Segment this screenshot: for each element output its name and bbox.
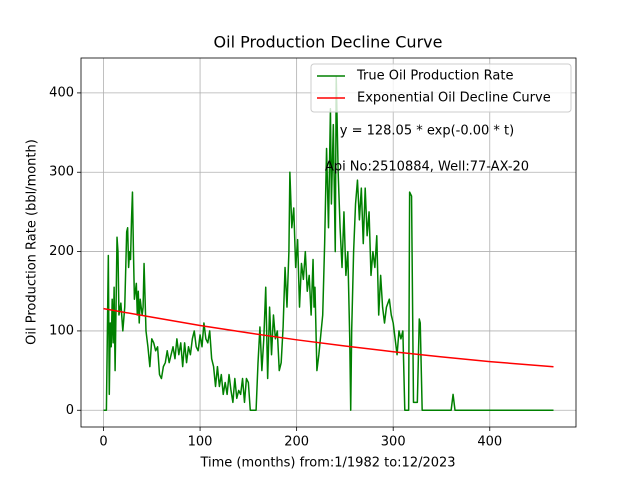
x-tick-label: 100 xyxy=(188,435,213,450)
data-line xyxy=(103,307,554,368)
y-tick-label: 0 xyxy=(66,403,74,418)
y-tick-label: 200 xyxy=(49,244,74,259)
legend-label: Exponential Oil Decline Curve xyxy=(357,91,551,106)
x-tick-label: 400 xyxy=(477,435,502,450)
y-tick-label: 300 xyxy=(49,165,74,180)
chart-title: Oil Production Decline Curve xyxy=(214,33,443,52)
y-tick-label: 100 xyxy=(49,323,74,338)
x-tick-label: 300 xyxy=(381,435,406,450)
x-tick-label: 200 xyxy=(284,435,309,450)
x-axis-label: Time (months) from:1/1982 to:12/2023 xyxy=(199,456,455,471)
annotation: y = 128.05 * exp(-0.00 * t) xyxy=(340,124,514,139)
annotation: Api No:2510884, Well:77-AX-20 xyxy=(325,160,529,175)
legend-box xyxy=(310,63,572,113)
axes-frame xyxy=(80,57,577,428)
legend-label: True Oil Production Rate xyxy=(356,69,513,84)
y-axis-label: Oil Production Rate (bbl/month) xyxy=(25,139,40,345)
x-tick-label: 0 xyxy=(99,435,107,450)
y-tick-label: 400 xyxy=(49,85,74,100)
